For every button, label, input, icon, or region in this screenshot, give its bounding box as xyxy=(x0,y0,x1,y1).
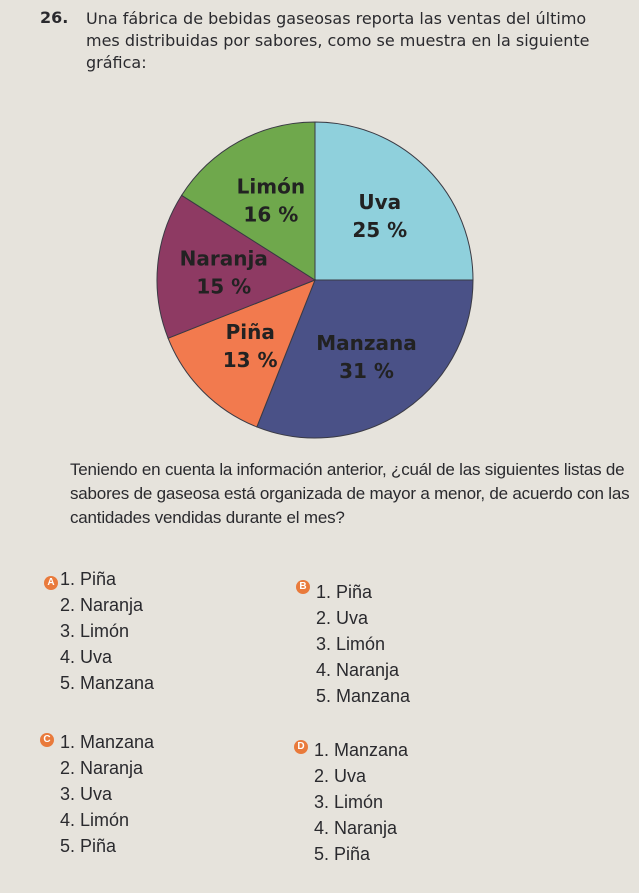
pie-label-manzana: Manzana xyxy=(316,331,417,355)
option-c-item: 1. Manzana xyxy=(60,732,155,752)
option-d-badge[interactable]: D xyxy=(294,740,308,754)
option-b-badge[interactable]: B xyxy=(296,580,310,594)
pie-label-uva: Uva xyxy=(358,190,401,214)
option-b-list[interactable]: 1. Piña 2. Uva 3. Limón 4. Naranja 5. Ma… xyxy=(316,579,410,709)
question-prompt: Teniendo en cuenta la información anteri… xyxy=(70,460,630,527)
pie-value-naranja: 15 % xyxy=(196,274,251,298)
pie-value-manzana: 31 % xyxy=(339,359,394,383)
option-a-badge[interactable]: A xyxy=(44,576,58,590)
option-a-item: 4. Uva xyxy=(60,647,113,667)
option-b-item: 4. Naranja xyxy=(316,660,400,680)
option-d-item: 1. Manzana xyxy=(314,740,409,760)
question-text: Una fábrica de bebidas gaseosas reporta … xyxy=(86,9,590,72)
option-d-item: 3. Limón xyxy=(314,792,384,812)
pie-chart: Uva 25 % Manzana 31 % Piña 13 % Naranja 15 % Lim… xyxy=(150,112,480,452)
option-c-item: 5. Piña xyxy=(60,836,117,856)
pie-label-naranja: Naranja xyxy=(180,246,268,270)
option-d-list[interactable]: 1. Manzana 2. Uva 3. Limón 4. Naranja 5.… xyxy=(314,737,408,867)
pie-value-pina: 13 % xyxy=(223,348,278,372)
pie-value-uva: 25 % xyxy=(352,218,407,242)
pie-slice-limon xyxy=(180,121,316,281)
option-d-item: 2. Uva xyxy=(314,766,367,786)
option-c-item: 3. Uva xyxy=(60,784,113,804)
option-b-item: 2. Uva xyxy=(316,608,369,628)
pie-slice-uva xyxy=(314,121,474,281)
pie-label-limon: Limón xyxy=(237,175,305,199)
option-a-list[interactable]: 1. Piña 2. Naranja 3. Limón 4. Uva 5. Ma… xyxy=(60,566,154,696)
option-b-item: 5. Manzana xyxy=(316,686,411,706)
pie-label-pina: Piña xyxy=(226,320,275,344)
pie-slice-pina xyxy=(167,279,316,428)
pie-value-limon: 16 % xyxy=(243,203,298,227)
option-b-item: 1. Piña xyxy=(316,582,373,602)
option-c-badge[interactable]: C xyxy=(40,733,54,747)
option-d-item: 5. Piña xyxy=(314,844,371,864)
question-number: 26. xyxy=(40,8,69,27)
option-a-item: 2. Naranja xyxy=(60,595,144,615)
option-c-list[interactable]: 1. Manzana 2. Naranja 3. Uva 4. Limón 5.… xyxy=(60,729,154,859)
pie-slice-naranja xyxy=(156,194,317,339)
option-c-item: 4. Limón xyxy=(60,810,130,830)
option-b-item: 3. Limón xyxy=(316,634,386,654)
option-a-item: 1. Piña xyxy=(60,569,117,589)
pie-chart-svg: Uva 25 % Manzana 31 % Piña 13 % Naranja 15 % Lim… xyxy=(156,121,474,439)
option-a-item: 3. Limón xyxy=(60,621,130,641)
option-c-item: 2. Naranja xyxy=(60,758,144,778)
pie-slice-manzana xyxy=(256,279,474,439)
option-d-item: 4. Naranja xyxy=(314,818,398,838)
option-a-item: 5. Manzana xyxy=(60,673,155,693)
